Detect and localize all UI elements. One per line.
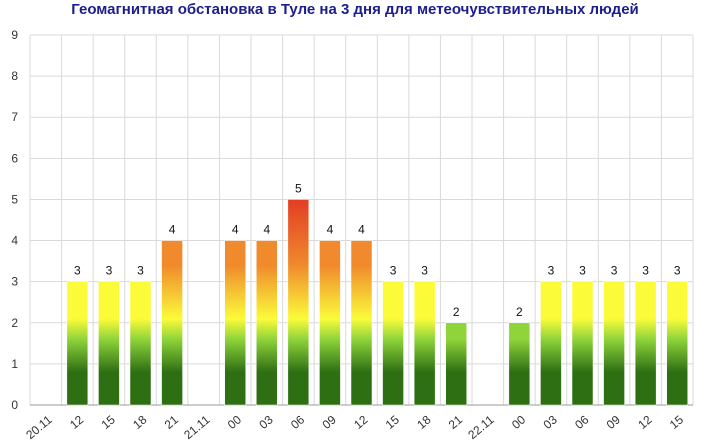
bar-1 bbox=[66, 281, 89, 406]
y-tick-label: 5 bbox=[11, 192, 18, 206]
data-label-4: 4 bbox=[169, 223, 176, 237]
y-tick-label: 7 bbox=[11, 110, 18, 124]
y-tick-label: 6 bbox=[11, 151, 18, 165]
x-tick-label: 09 bbox=[320, 412, 339, 432]
bar-3 bbox=[129, 281, 152, 406]
bar-18 bbox=[603, 281, 625, 406]
data-label-2: 3 bbox=[106, 264, 113, 278]
y-axis: 0 1 2 3 4 5 6 7 8 9 bbox=[11, 28, 18, 412]
bar-12 bbox=[413, 281, 436, 406]
data-label-10: 4 bbox=[358, 223, 365, 237]
data-label-11: 3 bbox=[390, 264, 397, 278]
x-tick-label: 09 bbox=[604, 412, 623, 432]
bar-9 bbox=[319, 240, 341, 406]
x-axis: 20.11 12 15 18 21 21.11 00 03 06 09 12 15 18 21 22.11 0… bbox=[23, 412, 686, 441]
y-tick-label: 8 bbox=[11, 69, 18, 83]
data-label-20: 3 bbox=[674, 264, 681, 278]
x-tick-label: 15 bbox=[383, 412, 402, 432]
data-label-13: 2 bbox=[453, 305, 460, 319]
x-tick-label: 12 bbox=[67, 412, 86, 432]
bar-20 bbox=[666, 281, 688, 406]
x-tick-label: 03 bbox=[256, 412, 275, 432]
data-label-3: 3 bbox=[137, 264, 144, 278]
data-label-9: 4 bbox=[327, 223, 334, 237]
x-tick-label: 03 bbox=[541, 412, 560, 432]
y-tick-label: 1 bbox=[11, 357, 18, 371]
data-label-12: 3 bbox=[421, 264, 428, 278]
data-label-15: 2 bbox=[516, 305, 523, 319]
bar-15 bbox=[508, 322, 531, 406]
y-tick-label: 4 bbox=[11, 234, 18, 248]
data-label-layer: 3 3 3 4 4 4 5 4 4 3 3 2 2 3 3 3 3 3 bbox=[74, 181, 681, 318]
x-tick-label: 21 bbox=[446, 412, 465, 432]
x-tick-label: 12 bbox=[351, 412, 370, 432]
bar-10 bbox=[350, 240, 373, 406]
chart-title: Геомагнитная обстановка в Туле на 3 дня … bbox=[71, 1, 639, 18]
bar-layer bbox=[66, 199, 688, 406]
x-tick-label: 12 bbox=[635, 412, 654, 432]
x-tick-label: 06 bbox=[572, 412, 591, 432]
bar-19 bbox=[634, 281, 657, 406]
bar-2 bbox=[98, 281, 120, 406]
x-tick-label: 20.11 bbox=[23, 412, 55, 441]
data-label-18: 3 bbox=[611, 264, 618, 278]
bar-7 bbox=[256, 240, 278, 406]
y-tick-label: 9 bbox=[11, 28, 18, 42]
data-label-1: 3 bbox=[74, 264, 81, 278]
bar-8 bbox=[287, 199, 310, 406]
x-tick-label: 18 bbox=[414, 412, 433, 432]
x-tick-label: 06 bbox=[288, 412, 307, 432]
data-label-16: 3 bbox=[548, 264, 555, 278]
x-tick-label: 21 bbox=[162, 412, 181, 432]
x-tick-label: 15 bbox=[667, 412, 686, 432]
x-tick-label: 22.11 bbox=[465, 412, 497, 441]
y-tick-label: 2 bbox=[11, 316, 18, 330]
y-tick-label: 3 bbox=[11, 275, 18, 289]
bar-11 bbox=[382, 281, 404, 406]
data-label-6: 4 bbox=[232, 223, 239, 237]
data-label-19: 3 bbox=[642, 264, 649, 278]
data-label-8: 5 bbox=[295, 181, 302, 195]
data-label-7: 4 bbox=[263, 223, 270, 237]
bar-6 bbox=[224, 240, 246, 406]
data-label-17: 3 bbox=[579, 264, 586, 278]
y-tick-label: 0 bbox=[11, 398, 18, 412]
x-tick-label: 15 bbox=[99, 412, 118, 432]
x-tick-label: 00 bbox=[225, 412, 244, 432]
bar-4 bbox=[161, 240, 183, 406]
x-tick-label: 00 bbox=[509, 412, 528, 432]
bar-13 bbox=[445, 322, 467, 406]
bar-16 bbox=[540, 281, 562, 406]
x-tick-label: 21.11 bbox=[181, 412, 213, 441]
x-tick-label: 18 bbox=[130, 412, 149, 432]
bar-17 bbox=[571, 281, 594, 406]
